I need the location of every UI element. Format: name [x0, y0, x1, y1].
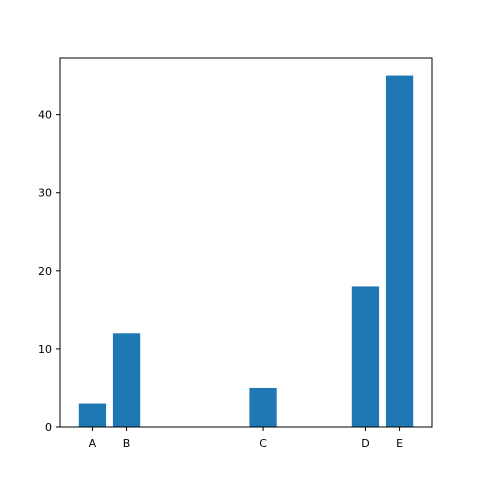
x-tick-label-c: C — [259, 437, 267, 450]
bars-group — [78, 75, 414, 427]
x-tick-label-a: A — [89, 437, 97, 450]
y-tick-label-0: 0 — [45, 421, 52, 434]
y-axis-ticks: 0 10 20 30 40 — [38, 109, 60, 434]
x-tick-label-d: D — [361, 437, 369, 450]
plot-frame — [59, 57, 433, 428]
bar-b — [112, 333, 141, 427]
y-tick-label-10: 10 — [38, 343, 52, 356]
x-tick-label-b: B — [123, 437, 131, 450]
bar-a — [78, 403, 107, 427]
y-tick-label-40: 40 — [38, 109, 52, 122]
bar-d — [351, 286, 380, 427]
y-tick-label-30: 30 — [38, 187, 52, 200]
bar-e — [385, 75, 414, 427]
x-tick-label-e: E — [396, 437, 403, 450]
bar-c — [249, 387, 277, 427]
x-axis-ticks: A B C D E — [89, 427, 403, 450]
y-tick-label-20: 20 — [38, 265, 52, 278]
